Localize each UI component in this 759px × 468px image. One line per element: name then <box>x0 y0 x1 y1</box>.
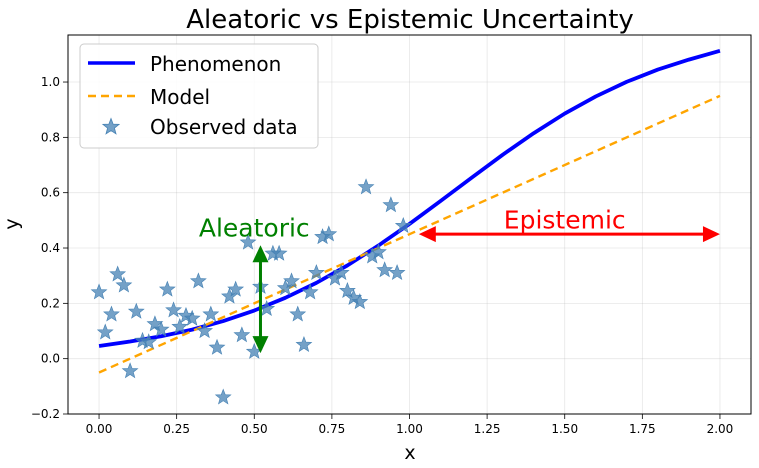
data-point <box>202 305 220 322</box>
aleatoric-arrow-head-bottom <box>252 336 269 354</box>
epistemic-arrow-head-left <box>418 226 436 243</box>
data-point <box>227 280 245 297</box>
x-tick-label: 1.75 <box>629 422 656 436</box>
data-point <box>214 388 232 405</box>
data-point <box>183 309 201 326</box>
data-point <box>307 264 325 281</box>
data-point <box>388 264 406 281</box>
x-axis-label: x <box>404 442 415 464</box>
annotation-layer: Aleatoric Epistemic <box>199 205 720 354</box>
data-point <box>351 293 369 310</box>
y-tick-label: 0.2 <box>41 296 60 310</box>
data-layer <box>90 48 721 405</box>
x-tick-label: 0.00 <box>86 422 113 436</box>
legend-phenomenon-label: Phenomenon <box>150 52 281 76</box>
data-point <box>165 301 182 318</box>
legend-box <box>79 43 319 149</box>
chart-title: Aleatoric vs Epistemic Uncertainty <box>186 5 634 35</box>
data-point <box>233 326 251 343</box>
y-tick-label: 0.6 <box>41 186 60 200</box>
y-tick-label: 0.8 <box>41 130 60 144</box>
data-point <box>90 283 108 300</box>
data-point <box>115 276 133 293</box>
data-point <box>295 335 313 352</box>
plot-frame <box>67 34 752 415</box>
data-point <box>221 287 238 304</box>
epistemic-label: Epistemic <box>504 205 626 234</box>
legend: Phenomenon Model Observed data <box>79 43 319 149</box>
legend-observed-label: Observed data <box>150 115 298 139</box>
x-tick-label: 2.00 <box>707 422 734 436</box>
y-axis-label: y <box>1 218 23 229</box>
aleatoric-arrow-head-top <box>252 245 269 263</box>
data-point <box>96 323 114 340</box>
aleatoric-label: Aleatoric <box>199 214 310 243</box>
x-tick-label: 1.50 <box>551 422 578 436</box>
data-point <box>382 196 400 213</box>
data-point <box>103 305 120 322</box>
legend-model-label: Model <box>150 85 210 109</box>
x-tick-label: 0.25 <box>163 422 190 436</box>
epistemic-arrow-head-right <box>702 226 720 243</box>
data-point <box>320 225 338 242</box>
y-tick-label: 0.4 <box>41 241 60 255</box>
y-tick-label: 0.0 <box>41 352 60 366</box>
data-point <box>158 280 176 297</box>
data-point <box>189 272 207 289</box>
data-point <box>196 322 214 339</box>
y-tick-label: −0.2 <box>31 407 60 421</box>
data-point <box>208 338 226 355</box>
data-point <box>289 305 307 322</box>
data-point <box>152 320 170 337</box>
data-point <box>109 265 127 282</box>
data-point <box>276 279 294 296</box>
x-tick-label: 0.50 <box>241 422 268 436</box>
data-point <box>127 302 145 319</box>
data-point <box>121 362 139 379</box>
data-point <box>283 272 300 289</box>
model-line <box>98 94 721 374</box>
data-point <box>140 333 158 350</box>
data-point <box>171 318 189 335</box>
legend-observed-swatch <box>101 117 121 135</box>
data-point <box>301 283 319 300</box>
x-tick-label: 1.00 <box>396 422 423 436</box>
x-tick-label: 0.75 <box>319 422 346 436</box>
axis-layer: 0.00 0.25 0.50 0.75 1.00 1.25 1.50 1.75 2.00 −0.2… <box>31 75 733 436</box>
data-point <box>332 264 350 281</box>
data-point <box>239 233 257 250</box>
data-point <box>357 178 375 195</box>
y-tick-label: 1.0 <box>41 75 60 89</box>
data-point <box>394 217 412 234</box>
data-point <box>376 261 394 278</box>
data-point <box>338 282 356 299</box>
data-point <box>370 243 387 260</box>
data-point <box>270 244 288 261</box>
x-tick-label: 1.25 <box>474 422 501 436</box>
